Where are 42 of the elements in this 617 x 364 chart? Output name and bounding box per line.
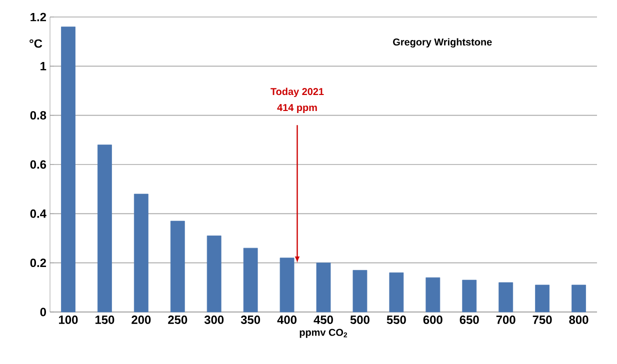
x-axis-title: ppmv CO$_{2}$ <box>300 328 348 338</box>
x-tick-label: 500 <box>350 316 370 324</box>
y-tick-label: 1 <box>40 62 46 70</box>
annotation: Gregory Wrightstone <box>393 38 492 48</box>
y-tick-label: 0.4 <box>30 209 46 218</box>
bar <box>280 258 294 312</box>
bar <box>389 272 404 312</box>
x-tick-label: 700 <box>496 316 516 324</box>
bar <box>61 26 76 312</box>
annotation: 414 ppm <box>277 104 317 114</box>
x-tick-label: 350 <box>240 316 260 324</box>
bar <box>535 284 550 312</box>
x-tick-label: 800 <box>569 316 588 324</box>
x-tick-label: 200 <box>132 316 151 324</box>
bar <box>498 282 514 312</box>
bar <box>316 262 331 312</box>
x-tick-label: 250 <box>168 316 188 324</box>
bar <box>426 277 440 312</box>
y-tick-label: 0.2 <box>30 258 46 268</box>
x-tick-label: 150 <box>95 316 114 324</box>
bar <box>572 284 586 312</box>
bar <box>243 248 258 312</box>
x-tick-label: 650 <box>460 316 479 324</box>
y-tick-label: 0.8 <box>30 111 46 120</box>
x-tick-label: 400 <box>277 316 297 324</box>
bar <box>462 280 477 312</box>
y-axis-title: °C <box>30 39 42 48</box>
bar <box>352 270 368 312</box>
bar <box>206 236 222 312</box>
bar <box>98 144 112 312</box>
x-tick-label: 750 <box>532 316 552 324</box>
x-tick-label: 450 <box>314 316 333 324</box>
x-tick-label: 550 <box>386 316 406 324</box>
bar <box>134 194 148 312</box>
bar <box>170 220 185 312</box>
x-tick-label: 300 <box>204 316 224 324</box>
x-tick-label: 100 <box>59 316 78 324</box>
y-tick-label: 1.2 <box>30 12 46 22</box>
annotation: Today 2021 <box>270 88 324 98</box>
y-tick-label: 0.6 <box>30 160 46 169</box>
y-tick-label: 0 <box>40 308 46 316</box>
x-tick-label: 600 <box>423 316 442 324</box>
